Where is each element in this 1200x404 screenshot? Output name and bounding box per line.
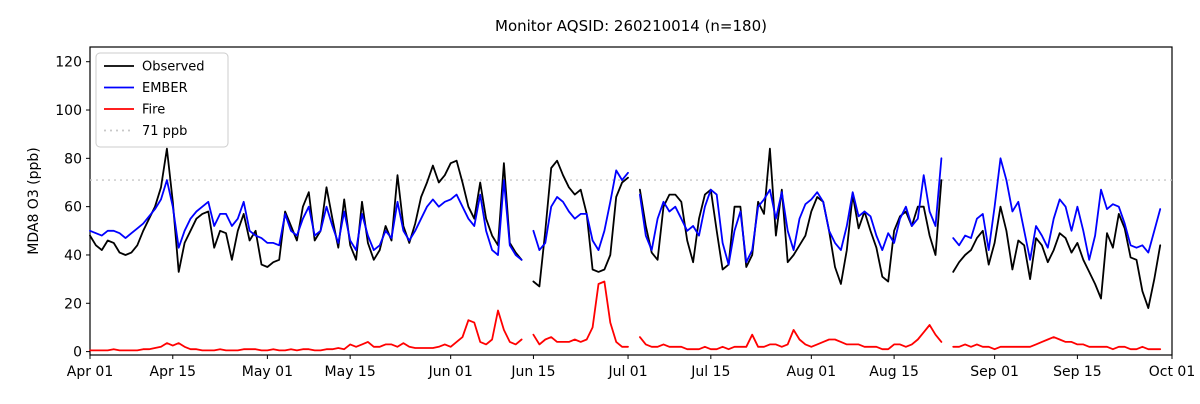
series-line-observed xyxy=(89,147,1162,309)
y-tick-label: 20 xyxy=(64,296,82,312)
x-tick-label: Apr 01 xyxy=(67,364,113,380)
x-tick-label: Jun 15 xyxy=(510,364,555,380)
x-tick-label: Oct 01 xyxy=(1149,364,1195,380)
series-line-fire xyxy=(89,280,1162,352)
chart-title: Monitor AQSID: 260210014 (n=180) xyxy=(495,17,767,35)
y-axis-group: 0 20 40 60 80 100 120 xyxy=(55,55,90,361)
x-tick-label: Aug 01 xyxy=(787,364,837,380)
series-line-ember xyxy=(89,157,1162,266)
x-tick-label: Jun 01 xyxy=(428,364,473,380)
y-tick-label: 60 xyxy=(64,200,82,216)
series-lines-group xyxy=(89,147,1162,352)
x-tick-label: Jul 15 xyxy=(690,364,730,380)
legend-box xyxy=(95,52,229,148)
x-tick-label: Sep 01 xyxy=(970,364,1019,380)
legend-label-fire: Fire xyxy=(142,103,165,118)
legend-label-observed: Observed xyxy=(142,60,205,75)
x-tick-label: Sep 15 xyxy=(1053,364,1102,380)
x-tick-label: May 15 xyxy=(325,364,376,380)
legend: Observed EMBER Fire 71 ppb xyxy=(95,52,229,148)
x-axis-group: Apr 01 Apr 15 May 01 May 15 Jun 01 Jun 15 Jul … xyxy=(67,355,1195,380)
y-tick-label: 100 xyxy=(55,103,82,119)
plot-area xyxy=(89,46,1173,356)
x-tick-label: Aug 15 xyxy=(869,364,919,380)
y-tick-label: 40 xyxy=(64,248,82,264)
legend-label-ember: EMBER xyxy=(142,81,188,96)
legend-label-71-ppb: 71 ppb xyxy=(142,124,187,139)
x-tick-label: Jul 01 xyxy=(607,364,647,380)
y-axis-label: MDA8 O3 (ppb) xyxy=(26,147,42,255)
y-tick-label: 0 xyxy=(73,345,82,361)
y-tick-label: 80 xyxy=(64,151,82,167)
y-tick-label: 120 xyxy=(55,55,82,71)
x-tick-label: Apr 15 xyxy=(150,364,196,380)
x-tick-label: May 01 xyxy=(242,364,293,380)
